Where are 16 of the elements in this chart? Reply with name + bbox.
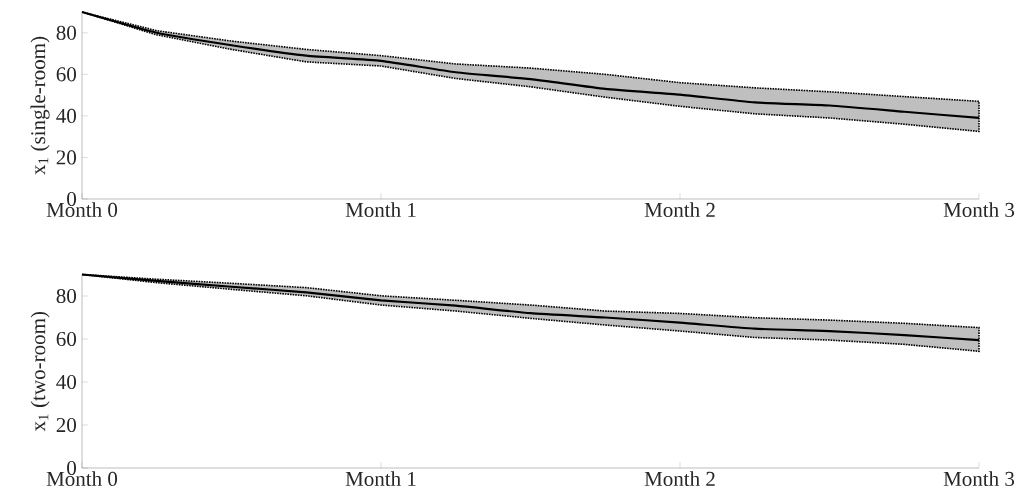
y-tick-label: 20 <box>56 150 76 165</box>
x-tick-label: Month 2 <box>644 202 715 217</box>
x-tick-label: Month 3 <box>943 202 1015 217</box>
x-tick-label: Month 2 <box>644 471 715 486</box>
y-tick-label: 80 <box>56 288 77 304</box>
y-axis-title: x$_{1}$ (two-room) <box>30 311 50 432</box>
y-tick-label: 40 <box>56 108 76 123</box>
x-tick-label: Month 3 <box>943 471 1015 486</box>
y-tick-label: 60 <box>56 67 76 82</box>
y-axis-title: x$_{1}$ (single-room) <box>30 36 50 175</box>
y-tick-label: 60 <box>56 331 77 347</box>
x-tick-label: Month 1 <box>345 471 416 486</box>
y-tick-label: 80 <box>56 25 76 40</box>
y-tick-label: 40 <box>56 374 77 390</box>
y-tick-label: 20 <box>56 417 77 433</box>
x-tick-label: Month 1 <box>345 202 416 217</box>
